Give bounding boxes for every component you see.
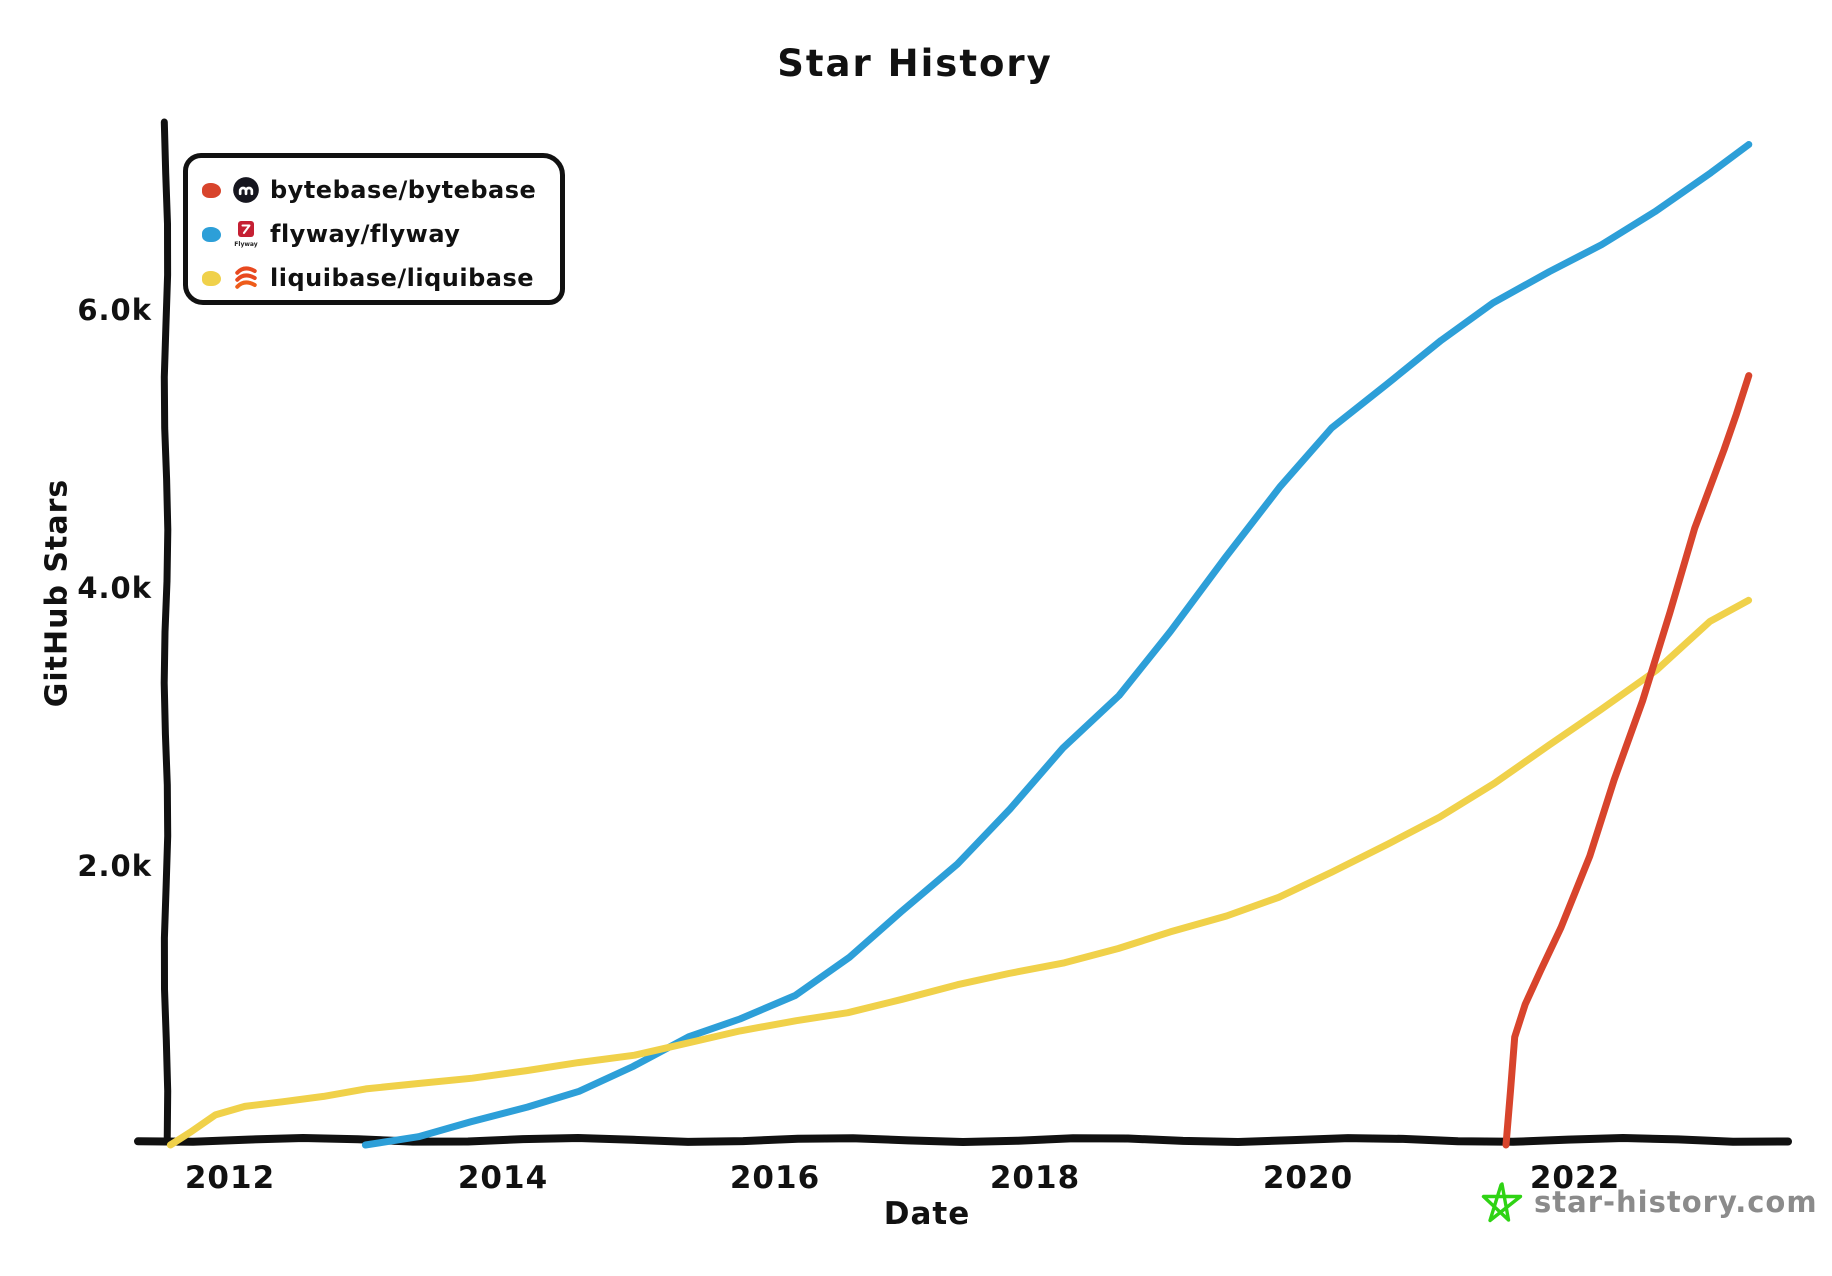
y-tick-6k: 6.0k [77,293,152,327]
y-axis-line [160,118,172,1146]
legend-label-bytebase: bytebase/bytebase [270,176,537,204]
flyway-logo-icon: Flyway [231,219,261,249]
flyway-color-swatch [202,226,221,242]
watermark: star-history.com [1480,1180,1818,1224]
legend-item-bytebase: bytebase/bytebase [200,168,560,212]
series-line-flyway [361,141,1753,1149]
legend-label-liquibase: liquibase/liquibase [270,264,535,292]
legend-box: bytebase/bytebase Flyway flyway/flyway [183,153,565,305]
watermark-url[interactable]: star-history.com [1534,1185,1818,1219]
series-line-liquibase [166,596,1753,1149]
x-axis-line [134,1134,1792,1146]
y-tick-2k: 2.0k [77,849,152,883]
x-axis-title: Date [883,1196,971,1232]
liquibase-logo-icon [231,263,261,293]
legend-item-liquibase: liquibase/liquibase [200,256,560,300]
liquibase-color-swatch [202,270,221,286]
x-tick-2012: 2012 [184,1160,276,1196]
y-tick-4k: 4.0k [77,571,152,605]
x-tick-2014: 2014 [457,1160,549,1196]
x-tick-2020: 2020 [1262,1160,1354,1196]
x-tick-2018: 2018 [989,1160,1081,1196]
star-doodle-icon [1480,1180,1524,1224]
legend-label-flyway: flyway/flyway [270,220,461,248]
series-line-bytebase [1502,372,1753,1149]
x-tick-2016: 2016 [729,1160,821,1196]
svg-text:Flyway: Flyway [234,241,257,248]
bytebase-color-swatch [202,182,221,198]
chart-title: Star History [777,42,1053,85]
x-tick-2022: 2022 [1529,1160,1621,1196]
legend-item-flyway: Flyway flyway/flyway [200,212,560,256]
bytebase-logo-icon [231,175,261,205]
